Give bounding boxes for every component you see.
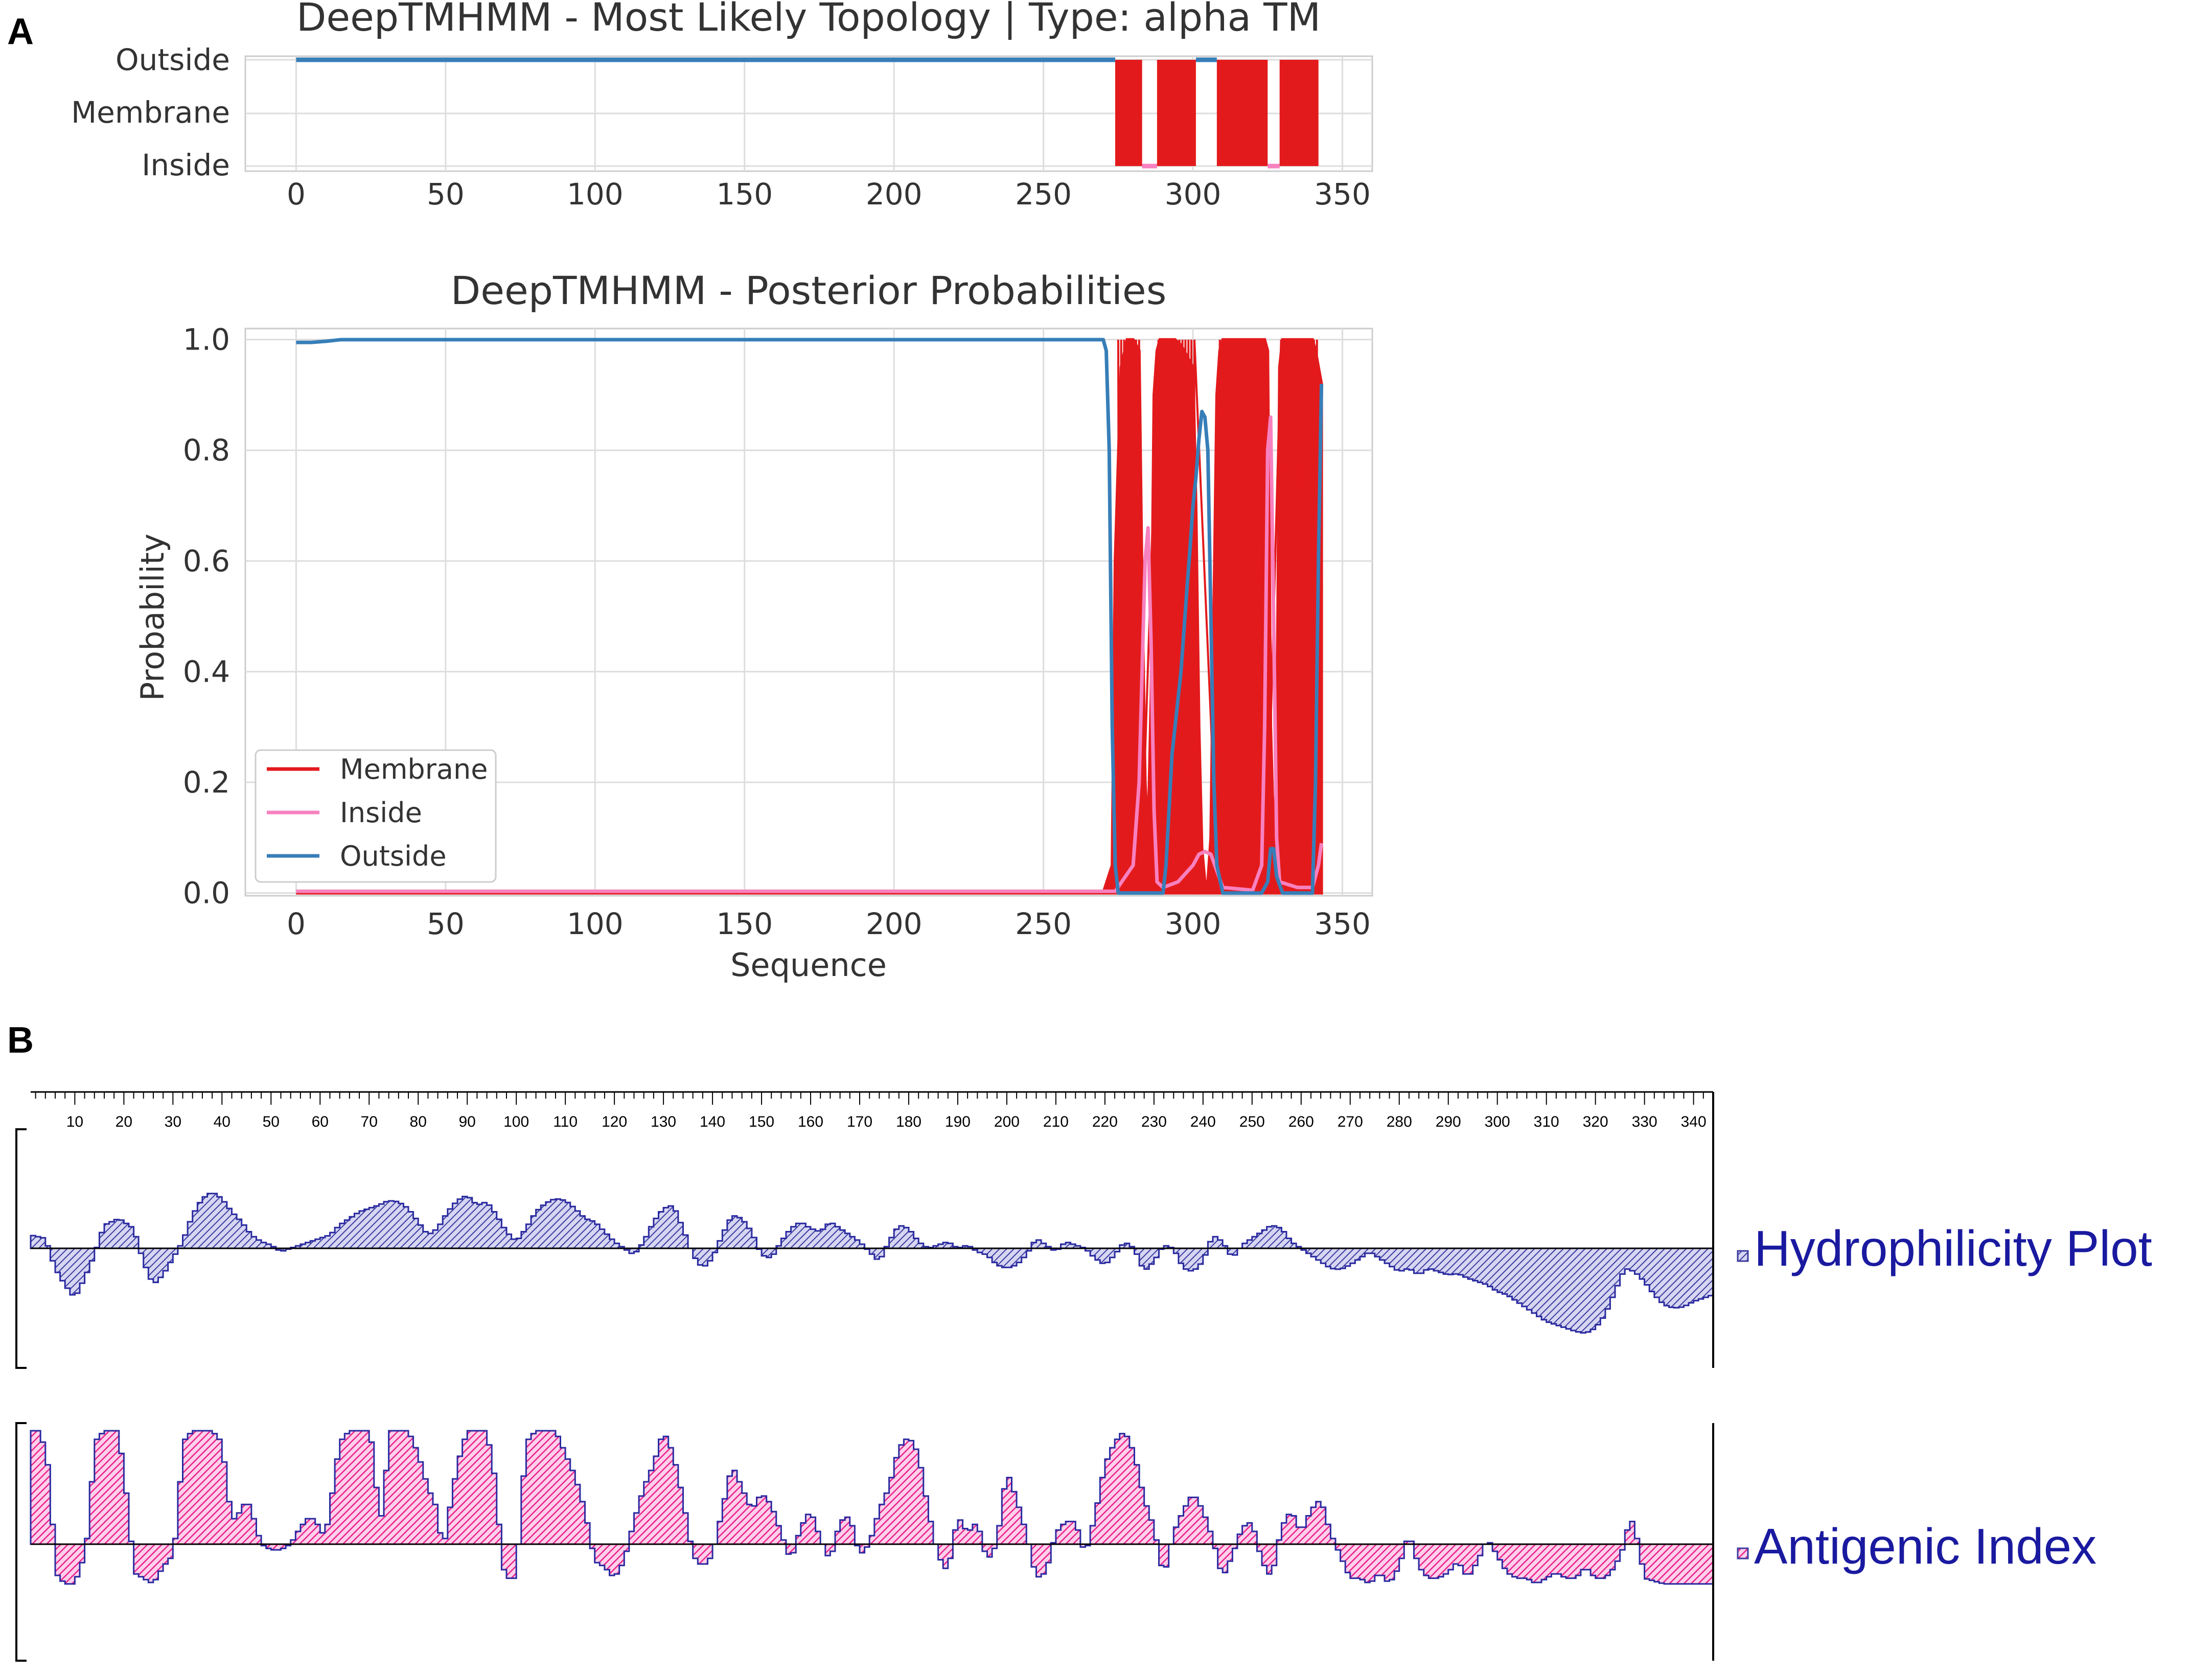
ruler-tick-label: 30 <box>165 1113 181 1130</box>
ruler-tick-label: 110 <box>553 1113 578 1130</box>
posterior-ytick-label: 0.2 <box>183 765 230 800</box>
ruler-tick-label: 100 <box>503 1113 529 1130</box>
topology-segment-membrane <box>1216 60 1268 166</box>
ruler-tick-label: 140 <box>700 1113 725 1130</box>
ruler-tick-label: 10 <box>66 1113 83 1130</box>
posterior-ytick-label: 0.8 <box>183 433 230 468</box>
ruler-tick-label: 160 <box>798 1113 823 1130</box>
topology-xtick-label: 200 <box>866 177 923 212</box>
posterior-xtick-label: 200 <box>866 906 923 941</box>
ruler-tick-label: 220 <box>1092 1113 1118 1130</box>
ruler-tick-label: 240 <box>1190 1113 1216 1130</box>
antigenic-index-profile <box>30 1430 1714 1585</box>
panel-a-letter: A <box>7 11 34 52</box>
ruler-tick-label: 300 <box>1485 1113 1510 1130</box>
posterior-series-outside <box>296 338 1324 895</box>
ruler-tick-label: 180 <box>896 1113 921 1130</box>
posterior-xtick-label: 350 <box>1314 906 1371 941</box>
posterior-chart: DeepTMHMM - Posterior Probabilities 0 50 1… <box>134 268 1373 984</box>
ruler-tick-label: 60 <box>312 1113 329 1130</box>
anti-label: Antigenic Index <box>1754 1518 2096 1574</box>
ruler-tick-label: 40 <box>214 1113 231 1130</box>
topology-xtick-label: 350 <box>1314 177 1371 212</box>
posterior-xtick-label: 50 <box>427 906 465 941</box>
hydro-label: Hydrophilicity Plot <box>1754 1220 2152 1276</box>
topology-xtick-label: 0 <box>287 177 306 212</box>
topology-title: DeepTMHMM - Most Likely Topology | Type:… <box>296 0 1321 40</box>
posterior-axes-frame <box>244 328 1373 897</box>
ruler-tick-label: 200 <box>994 1113 1020 1130</box>
topology-segment-membrane <box>1115 60 1142 166</box>
posterior-xtick-label: 0 <box>287 906 306 941</box>
ruler-tick-label: 90 <box>459 1113 476 1130</box>
ruler-tick-label: 260 <box>1288 1113 1314 1130</box>
legend-label-outside: Outside <box>340 840 447 872</box>
ruler-tick-label: 210 <box>1043 1113 1069 1130</box>
ruler-tick-label: 280 <box>1387 1113 1412 1130</box>
posterior-ytick-label: 0.4 <box>183 654 230 689</box>
ruler-tick-label: 340 <box>1681 1113 1707 1130</box>
ruler-tick-label: 130 <box>651 1113 676 1130</box>
topology-xtick-label: 250 <box>1015 177 1072 212</box>
topology-ylabel-membrane: Membrane <box>71 95 230 130</box>
topology-xtick-label: 50 <box>427 177 465 212</box>
topology-segment-membrane <box>1279 60 1319 166</box>
posterior-series-inside <box>296 415 1324 893</box>
ruler-tick-label: 310 <box>1534 1113 1559 1130</box>
posterior-xtick-label: 300 <box>1165 906 1222 941</box>
posterior-xtick-label: 150 <box>716 906 773 941</box>
topology-xtick-label: 150 <box>716 177 773 212</box>
topology-xtick-label: 100 <box>567 177 624 212</box>
topology-ylabel-outside: Outside <box>116 42 230 77</box>
posterior-ylabel: Probability <box>134 533 171 701</box>
panel-b-letter: B <box>7 1020 34 1061</box>
ruler-tick-label: 120 <box>602 1113 627 1130</box>
ruler-tick-label: 190 <box>945 1113 971 1130</box>
ruler-tick-label: 80 <box>410 1113 427 1130</box>
posterior-xtick-label: 250 <box>1015 906 1072 941</box>
hydro-legend-marker <box>1737 1250 1749 1262</box>
legend-box <box>255 749 497 883</box>
posterior-title: DeepTMHMM - Posterior Probabilities <box>451 268 1167 313</box>
posterior-ytick-label: 0.6 <box>183 544 230 578</box>
ruler-tick-label: 230 <box>1141 1113 1167 1130</box>
topology-chart: DeepTMHMM - Most Likely Topology | Type:… <box>71 0 1373 212</box>
posterior-xtick-label: 100 <box>567 906 624 941</box>
ruler-tick-label: 50 <box>263 1113 280 1130</box>
posterior-ytick-label: 1.0 <box>183 322 230 357</box>
ruler-tick-label: 150 <box>749 1113 774 1130</box>
protein-property-plots: 10 20 30 40 50 60 70 80 90 100 110 120 130 140 150 160 1… <box>15 1091 2152 1662</box>
ruler-tick-label: 270 <box>1338 1113 1363 1130</box>
ruler-tick-label: 250 <box>1239 1113 1265 1130</box>
anti-bracket <box>15 1422 27 1662</box>
legend-label-membrane: Membrane <box>340 753 488 785</box>
posterior-ytick-label: 0.0 <box>183 876 230 911</box>
hydro-bracket <box>15 1128 27 1369</box>
topology-ylabel-inside: Inside <box>142 148 230 182</box>
posterior-xlabel: Sequence <box>730 946 887 984</box>
topology-xtick-label: 300 <box>1165 177 1222 212</box>
ruler-tick-label: 290 <box>1436 1113 1461 1130</box>
topology-segment-membrane <box>1157 60 1196 166</box>
ruler-tick-label: 70 <box>361 1113 378 1130</box>
anti-legend-marker <box>1737 1547 1749 1560</box>
ruler-tick-label: 320 <box>1583 1113 1608 1130</box>
ruler-tick-label: 20 <box>116 1113 132 1130</box>
ruler-tick-label: 330 <box>1632 1113 1657 1130</box>
hydrophilicity-profile <box>30 1193 1714 1334</box>
posterior-legend: Membrane Inside Outside <box>255 749 497 883</box>
legend-label-inside: Inside <box>340 797 422 829</box>
ruler-tick-label: 170 <box>847 1113 872 1130</box>
